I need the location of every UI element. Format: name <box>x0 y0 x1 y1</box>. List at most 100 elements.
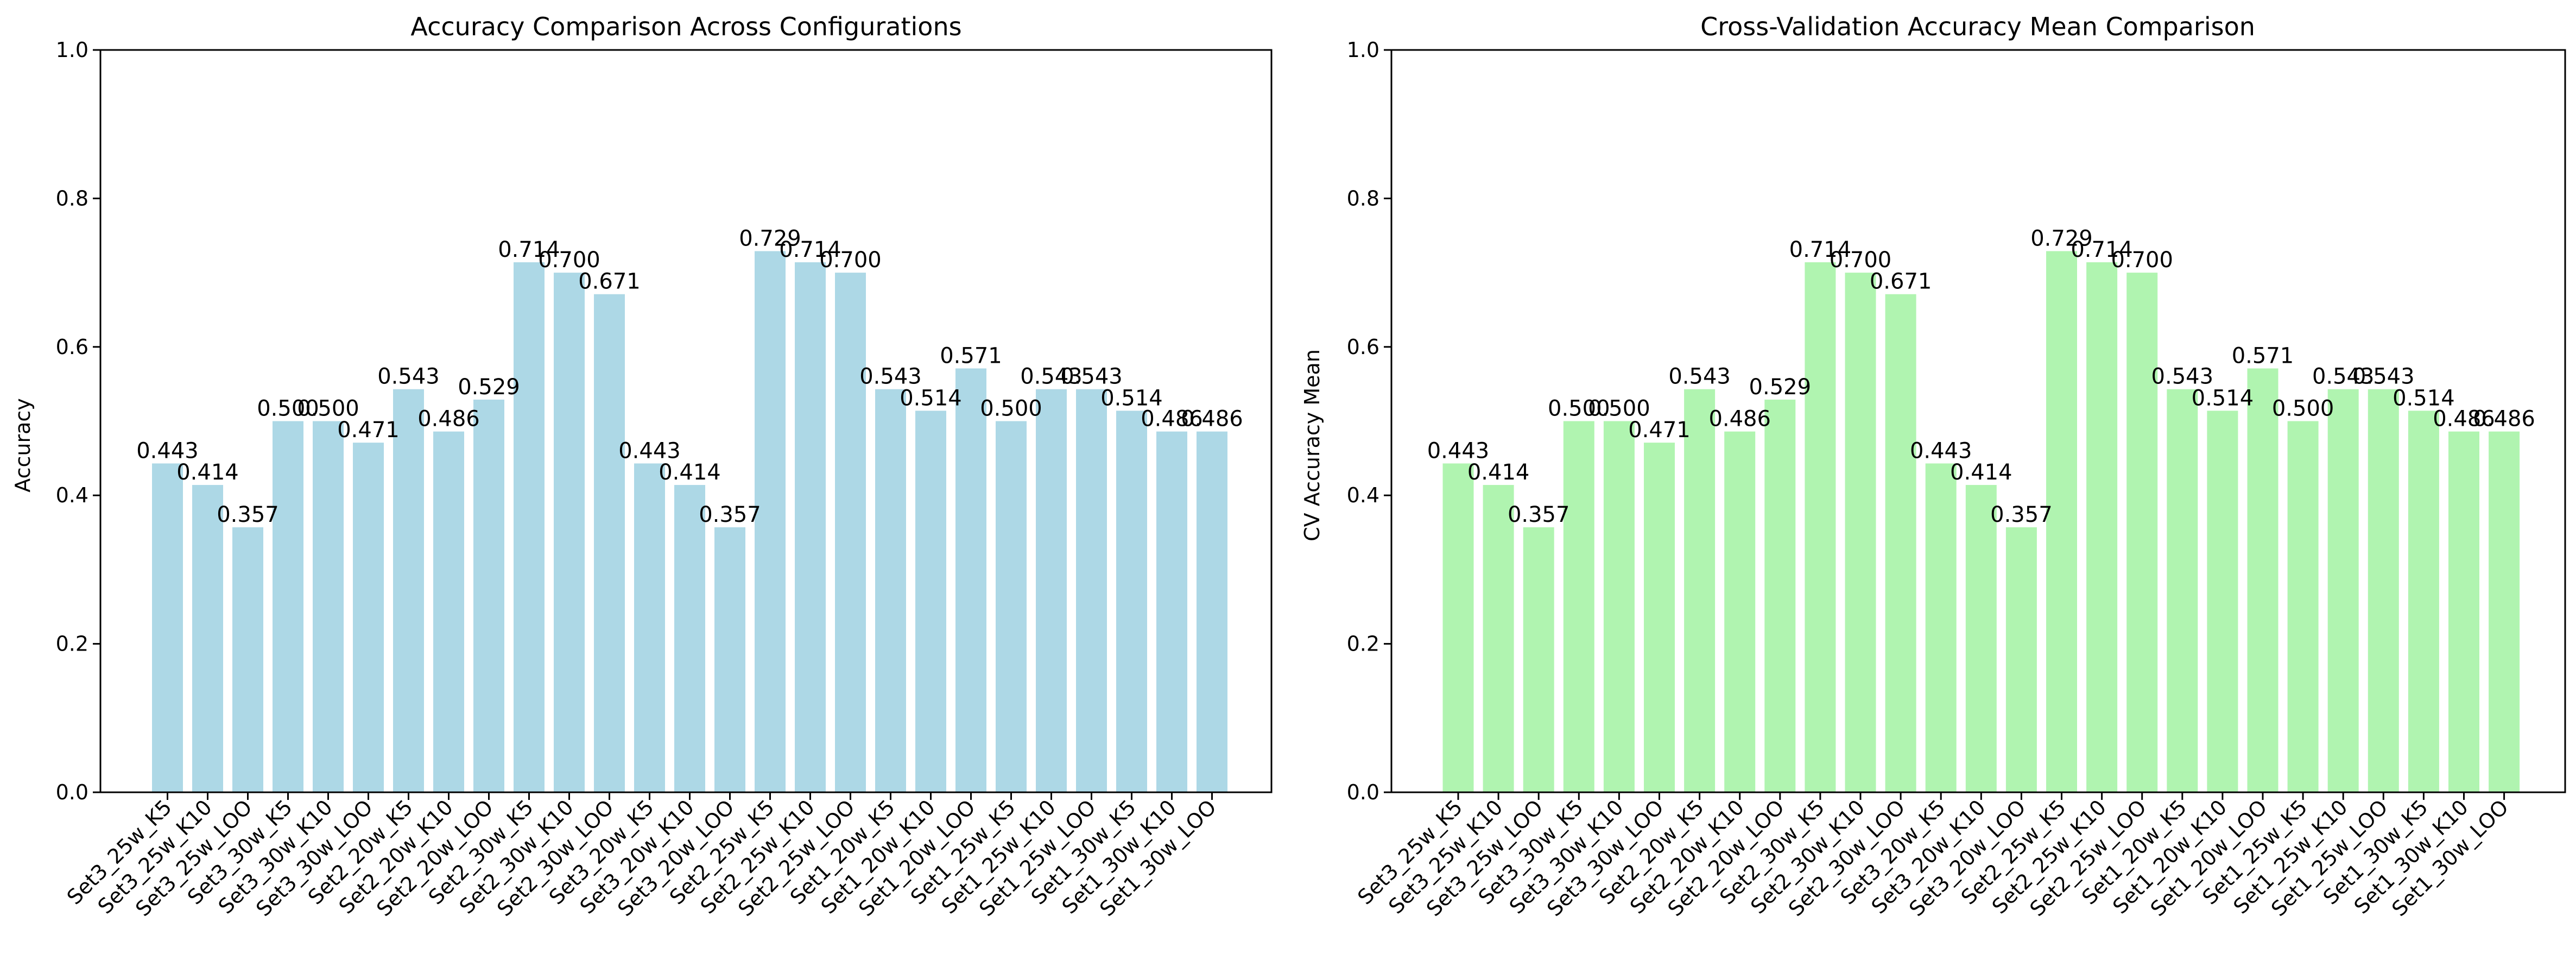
plot-area-frame <box>1390 49 2566 793</box>
bar <box>313 421 344 792</box>
bar <box>1483 485 1514 792</box>
bars-group <box>152 251 1227 793</box>
bar <box>473 399 504 792</box>
bar-value-label: 0.571 <box>2232 343 2294 368</box>
bar-value-label: 0.714 <box>498 237 560 262</box>
bar <box>1965 485 1997 792</box>
y-tick-label: 0.8 <box>56 186 88 210</box>
bar <box>1076 389 1107 792</box>
bar <box>1116 411 1147 792</box>
bar <box>1724 431 1756 792</box>
bar <box>554 273 585 793</box>
bar-value-label: 0.700 <box>538 248 600 273</box>
y-tick-label: 0.6 <box>56 335 88 359</box>
y-tick-label: 0.2 <box>56 632 88 656</box>
bars-group <box>1442 251 2520 793</box>
bar-value-label: 0.714 <box>1789 237 1852 262</box>
bar <box>714 527 745 792</box>
y-tick-label: 0.4 <box>1347 483 1379 507</box>
bar <box>2247 368 2278 792</box>
bar <box>1603 421 1635 792</box>
bar <box>915 411 946 792</box>
bar-value-label: 0.700 <box>819 248 882 273</box>
data-labels-group: 0.4430.4140.3570.5000.5000.4710.5430.486… <box>1427 226 2535 527</box>
y-tick-label: 0.0 <box>1347 780 1379 804</box>
bar <box>755 251 786 792</box>
bar-value-label: 0.529 <box>1749 375 1812 400</box>
bar <box>393 389 424 792</box>
y-tick-label: 0.8 <box>1347 186 1379 210</box>
bar-value-label: 0.443 <box>1910 438 1972 463</box>
bar-value-label: 0.486 <box>1708 407 1771 432</box>
bar <box>1805 262 1836 792</box>
bar-value-label: 0.714 <box>2071 237 2133 262</box>
bar-value-label: 0.357 <box>1990 502 2053 527</box>
bar <box>1684 389 1716 792</box>
y-tick-label: 0.4 <box>56 483 88 507</box>
chart-title: Accuracy Comparison Across Configuration… <box>410 12 961 41</box>
bar-value-label: 0.514 <box>2192 386 2254 411</box>
bar <box>674 485 705 792</box>
bar <box>1563 421 1594 792</box>
bar <box>2287 421 2319 792</box>
bar-value-label: 0.500 <box>1548 396 1610 421</box>
bar-value-label: 0.571 <box>940 343 1002 368</box>
bar-value-label: 0.671 <box>578 269 641 294</box>
bar <box>2167 389 2198 792</box>
bar-value-label: 0.357 <box>1508 502 1570 527</box>
bar-value-label: 0.514 <box>1100 386 1163 411</box>
bar-value-label: 0.486 <box>1181 407 1243 432</box>
bar <box>433 431 464 792</box>
bar-value-label: 0.486 <box>2433 407 2495 432</box>
bar-value-label: 0.543 <box>2312 364 2375 389</box>
bar <box>795 262 826 792</box>
bar <box>1644 443 1675 792</box>
bar <box>875 389 906 792</box>
bar <box>2086 262 2118 792</box>
bar-value-label: 0.443 <box>1427 438 1490 463</box>
bar-value-label: 0.671 <box>1870 269 1932 294</box>
y-ticks-group: 0.0 0.2 0.4 0.6 0.8 1.0 <box>1347 38 1391 804</box>
y-axis-label: Accuracy <box>11 398 35 493</box>
bar <box>634 463 665 792</box>
bar-value-label: 0.414 <box>176 460 239 485</box>
bar <box>2126 273 2158 793</box>
y-axis-label: CV Accuracy Mean <box>1300 349 1324 541</box>
plot-area-frame <box>99 49 1273 793</box>
bar <box>353 443 384 792</box>
y-tick-label: 0.6 <box>1347 335 1379 359</box>
bar-value-label: 0.543 <box>2352 364 2415 389</box>
bar <box>2046 251 2077 792</box>
bar-value-label: 0.543 <box>1668 364 1731 389</box>
bar-value-label: 0.500 <box>1588 396 1650 421</box>
bar-value-label: 0.714 <box>779 237 841 262</box>
bar <box>1925 463 1957 792</box>
bar-value-label: 0.443 <box>618 438 681 463</box>
y-tick-label: 0.2 <box>1347 632 1379 656</box>
bar <box>2368 389 2399 792</box>
bar <box>1442 463 1474 792</box>
bar <box>232 527 263 792</box>
y-tick-label: 0.0 <box>56 780 88 804</box>
bar-value-label: 0.357 <box>699 502 761 527</box>
bar <box>1845 273 1876 793</box>
cv-accuracy-chart-panel: Cross-Validation Accuracy Mean Compariso… <box>1300 12 2566 921</box>
bar-value-label: 0.486 <box>1141 407 1203 432</box>
bar <box>2408 411 2439 792</box>
bar <box>2207 411 2238 792</box>
bar-value-label: 0.486 <box>417 407 480 432</box>
bar-value-label: 0.357 <box>217 502 279 527</box>
bar-value-label: 0.471 <box>337 418 400 443</box>
bar <box>514 262 545 792</box>
y-tick-label: 1.0 <box>1347 38 1379 62</box>
y-ticks-group: 0.0 0.2 0.4 0.6 0.8 1.0 <box>56 38 100 804</box>
bar-value-label: 0.700 <box>1830 248 1892 273</box>
y-tick-label: 1.0 <box>56 38 88 62</box>
bar <box>152 463 183 792</box>
bar-value-label: 0.729 <box>739 226 801 251</box>
bar <box>2005 527 2037 792</box>
data-labels-group: 0.4430.4140.3570.5000.5000.4710.5430.486… <box>136 226 1243 527</box>
bar-value-label: 0.500 <box>257 396 319 421</box>
bar-value-label: 0.500 <box>2272 396 2334 421</box>
